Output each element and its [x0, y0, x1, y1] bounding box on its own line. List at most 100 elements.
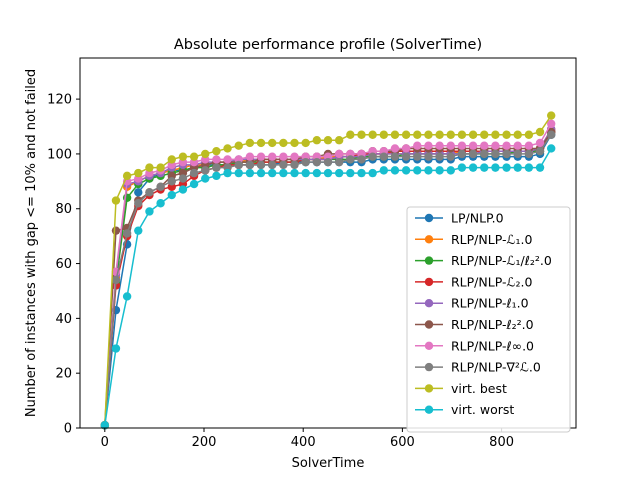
data-point — [334, 168, 344, 178]
data-point — [357, 168, 366, 178]
data-point — [111, 226, 121, 235]
x-tick-label: 600 — [390, 435, 415, 450]
data-point — [446, 130, 455, 139]
data-point — [379, 130, 388, 139]
data-point — [513, 163, 522, 172]
legend-marker — [424, 256, 434, 265]
data-point — [256, 138, 266, 148]
data-point — [491, 130, 500, 139]
x-tick-label: 200 — [192, 435, 217, 450]
data-point — [122, 171, 132, 181]
data-point — [491, 149, 500, 159]
data-point — [223, 168, 232, 178]
data-point — [268, 152, 277, 161]
data-point — [446, 166, 455, 175]
data-point — [167, 177, 176, 186]
data-point — [524, 130, 534, 139]
data-point — [446, 141, 455, 150]
data-point — [111, 275, 121, 285]
data-point — [390, 130, 400, 139]
data-point — [301, 168, 310, 178]
data-point — [446, 152, 455, 161]
legend-entry: RLP/NLP-ℒ₂.0 — [415, 274, 532, 289]
legend-label: virt. best — [451, 381, 507, 396]
data-point — [502, 149, 511, 159]
data-point — [234, 160, 243, 170]
legend-entry: RLP/NLP-∇²ℒ.0 — [415, 360, 541, 375]
legend-marker — [424, 213, 434, 223]
y-tick-label: 40 — [55, 312, 72, 327]
data-point — [424, 152, 433, 161]
data-point — [468, 163, 478, 172]
legend-entry: RLP/NLP-ℓ₁.0 — [415, 296, 529, 311]
data-point — [167, 155, 176, 164]
data-point — [256, 168, 266, 178]
data-point — [111, 196, 121, 205]
data-point — [424, 130, 433, 139]
data-point — [390, 166, 400, 175]
data-point — [134, 226, 143, 235]
legend-entry: virt. worst — [415, 402, 514, 417]
data-point — [390, 144, 400, 153]
data-point — [134, 168, 143, 178]
legend-label: RLP/NLP-ℒ₁.0 — [451, 232, 532, 247]
data-point — [401, 144, 411, 153]
legend-label: RLP/NLP-ℒ₁/ℓ₂².0 — [451, 253, 552, 268]
data-point — [413, 152, 422, 161]
data-point — [457, 149, 467, 159]
data-point — [357, 155, 366, 164]
data-point — [334, 136, 344, 145]
data-point — [368, 168, 377, 178]
data-point — [413, 130, 422, 139]
data-point — [480, 149, 489, 159]
plot-area — [100, 111, 556, 430]
data-point — [535, 127, 545, 137]
data-point — [189, 152, 199, 161]
data-point — [145, 207, 154, 216]
data-point — [435, 152, 444, 161]
y-tick-label: 0 — [64, 422, 72, 437]
data-point — [346, 130, 355, 139]
data-point — [212, 171, 221, 181]
legend-entry: LP/NLP.0 — [415, 211, 504, 226]
data-point — [279, 160, 288, 170]
data-point — [100, 421, 110, 430]
data-point — [379, 166, 388, 175]
data-point — [156, 199, 165, 208]
data-point — [524, 149, 534, 159]
data-point — [178, 152, 188, 161]
data-point — [502, 141, 511, 150]
x-tick-label: 0 — [101, 435, 109, 450]
data-point — [513, 141, 522, 150]
data-point — [279, 138, 288, 148]
y-tick-label: 60 — [55, 257, 72, 272]
data-point — [323, 157, 333, 167]
data-point — [480, 163, 489, 172]
legend-label: RLP/NLP-ℓ₂².0 — [451, 317, 534, 332]
data-point — [547, 119, 556, 128]
data-point — [502, 163, 511, 172]
data-point — [413, 166, 422, 175]
legend-label: RLP/NLP-∇²ℒ.0 — [451, 360, 541, 375]
data-point — [346, 168, 355, 178]
data-point — [424, 141, 433, 150]
x-tick-label: 800 — [489, 435, 514, 450]
data-point — [245, 138, 255, 148]
legend-marker — [424, 235, 434, 244]
data-point — [122, 292, 132, 301]
data-point — [491, 141, 500, 150]
data-point — [535, 138, 545, 148]
data-point — [357, 130, 366, 139]
data-point — [268, 160, 277, 170]
data-point — [457, 130, 467, 139]
data-point — [167, 190, 176, 200]
legend-entry: virt. best — [415, 381, 507, 396]
plot-frame — [79, 57, 577, 429]
data-point — [535, 163, 545, 172]
data-point — [547, 111, 556, 120]
data-point — [401, 166, 411, 175]
data-point — [435, 166, 444, 175]
data-point — [279, 152, 288, 161]
data-point — [312, 168, 322, 178]
